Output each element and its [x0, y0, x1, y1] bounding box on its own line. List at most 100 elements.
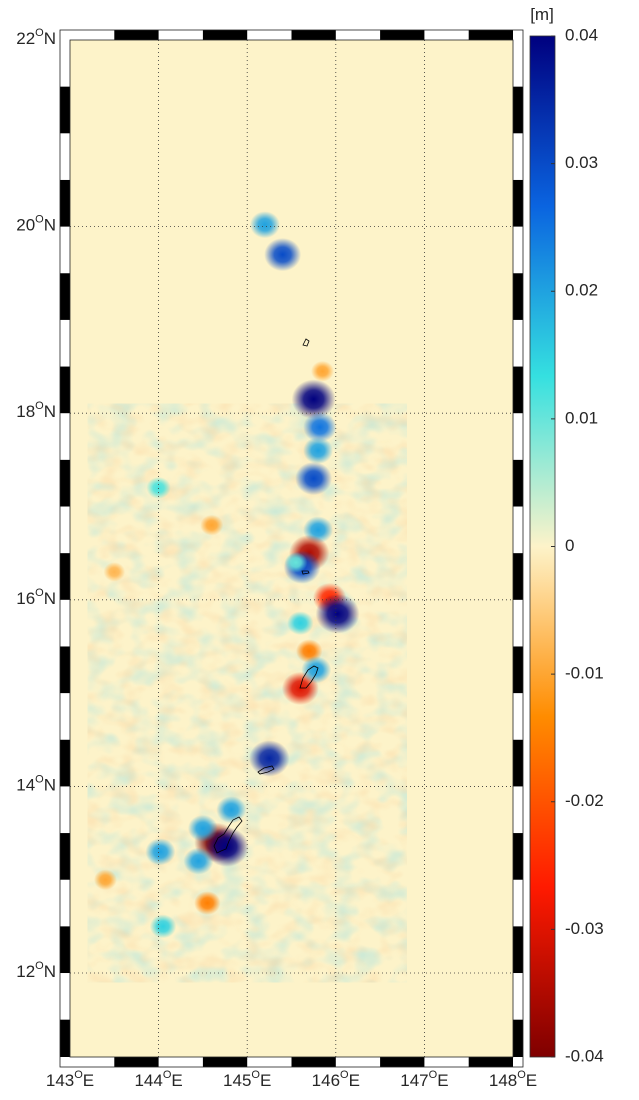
- anomaly: [187, 814, 218, 842]
- tick-hemisphere: E: [349, 1071, 360, 1090]
- frame-segment: [60, 366, 70, 414]
- frame-segment: [60, 1019, 70, 1057]
- frame-segment: [513, 739, 523, 787]
- frame-outline: [69, 39, 514, 1058]
- colorbar-tick-label: 0: [565, 536, 574, 555]
- tick-value: 16: [16, 589, 35, 608]
- anomaly: [315, 594, 360, 634]
- anomaly: [183, 847, 214, 875]
- frame-segment: [60, 926, 70, 974]
- frame-segment: [513, 926, 523, 974]
- colorbar-unit: [m]: [530, 5, 554, 24]
- tick-hemisphere: N: [44, 216, 56, 235]
- colorbar-tick-label: -0.04: [565, 1046, 604, 1065]
- frame-segment: [513, 553, 523, 600]
- frame-segment: [513, 366, 523, 414]
- frame-segment: [202, 30, 248, 40]
- tick-degree: O: [163, 1069, 172, 1081]
- frame-segment: [291, 30, 336, 40]
- tick-label: 146OE: [312, 1069, 360, 1091]
- anomaly: [149, 914, 177, 939]
- tick-degree: O: [35, 400, 44, 412]
- tick-hemisphere: E: [526, 1071, 537, 1090]
- tick-hemisphere: N: [44, 29, 56, 48]
- tick-degree: O: [74, 1069, 83, 1081]
- frame-segment: [60, 273, 70, 320]
- frame-segment: [513, 833, 523, 880]
- tick-degree: O: [429, 1069, 438, 1081]
- island: [213, 816, 243, 854]
- tick-value: 147: [400, 1071, 428, 1090]
- tick-value: 148: [489, 1071, 517, 1090]
- colorbar-tick-label: 0.01: [565, 408, 598, 427]
- tick-value: 12: [16, 963, 35, 982]
- colorbar-tick-label: -0.02: [565, 791, 604, 810]
- tick-value: 14: [16, 776, 35, 795]
- frame-segment: [380, 1057, 425, 1067]
- tick-label: 18ON: [16, 400, 56, 422]
- frame-segment: [513, 1019, 523, 1057]
- tick-value: 18: [16, 403, 35, 422]
- frame-segment: [60, 833, 70, 880]
- tick-label: 147OE: [400, 1069, 448, 1091]
- tick-degree: O: [35, 773, 44, 785]
- frame-segment: [513, 86, 523, 134]
- anomaly: [93, 869, 117, 891]
- island: [257, 765, 275, 775]
- tick-hemisphere: N: [44, 589, 56, 608]
- colorbar-tick-label: -0.03: [565, 919, 604, 938]
- colorbar: [529, 35, 556, 1058]
- frame-segment: [114, 1057, 159, 1067]
- tick-label: 145OE: [223, 1069, 271, 1091]
- tick-label: 22ON: [16, 27, 56, 49]
- tick-label: 16ON: [16, 587, 56, 609]
- island: [302, 338, 310, 347]
- colorbar-tick-label: 0.02: [565, 281, 598, 300]
- tick-hemisphere: N: [44, 963, 56, 982]
- island: [301, 570, 310, 575]
- anomaly: [301, 656, 332, 684]
- anomaly: [194, 891, 221, 915]
- tick-hemisphere: N: [44, 403, 56, 422]
- tick-value: 20: [16, 216, 35, 235]
- frame-segment: [380, 30, 425, 40]
- frame-segment: [60, 459, 70, 507]
- anomaly: [264, 237, 302, 272]
- tick-degree: O: [35, 587, 44, 599]
- anomaly: [295, 461, 333, 496]
- frame-segment: [513, 179, 523, 227]
- anomaly: [287, 611, 314, 636]
- tick-degree: O: [35, 214, 44, 226]
- tick-degree: O: [35, 960, 44, 972]
- anomaly: [303, 437, 334, 465]
- tick-value: 143: [46, 1071, 74, 1090]
- frame-segment: [114, 30, 159, 40]
- anomaly: [200, 514, 224, 536]
- frame-segment: [513, 273, 523, 320]
- frame-segment: [60, 179, 70, 227]
- anomaly: [216, 796, 247, 824]
- frame-segment: [60, 646, 70, 694]
- tick-hemisphere: E: [83, 1071, 94, 1090]
- tick-degree: O: [251, 1069, 260, 1081]
- tick-degree: O: [517, 1069, 526, 1081]
- anomaly: [249, 211, 280, 239]
- tick-hemisphere: E: [260, 1071, 271, 1090]
- tick-hemisphere: E: [437, 1071, 448, 1090]
- tick-label: 144OE: [134, 1069, 182, 1091]
- tick-degree: O: [35, 27, 44, 39]
- anomaly: [311, 360, 335, 382]
- tick-label: 12ON: [16, 960, 56, 982]
- frame-segment: [202, 1057, 248, 1067]
- anomaly: [146, 476, 171, 499]
- frame-segment: [468, 1057, 513, 1067]
- frame-segment: [513, 459, 523, 507]
- colorbar-tick-label: -0.01: [565, 664, 604, 683]
- tick-hemisphere: N: [44, 776, 56, 795]
- anomaly: [145, 838, 176, 866]
- tick-label: 20ON: [16, 214, 56, 236]
- anomaly: [249, 740, 290, 777]
- colorbar-tick-label: 0.04: [565, 25, 598, 44]
- frame-segment: [291, 1057, 336, 1067]
